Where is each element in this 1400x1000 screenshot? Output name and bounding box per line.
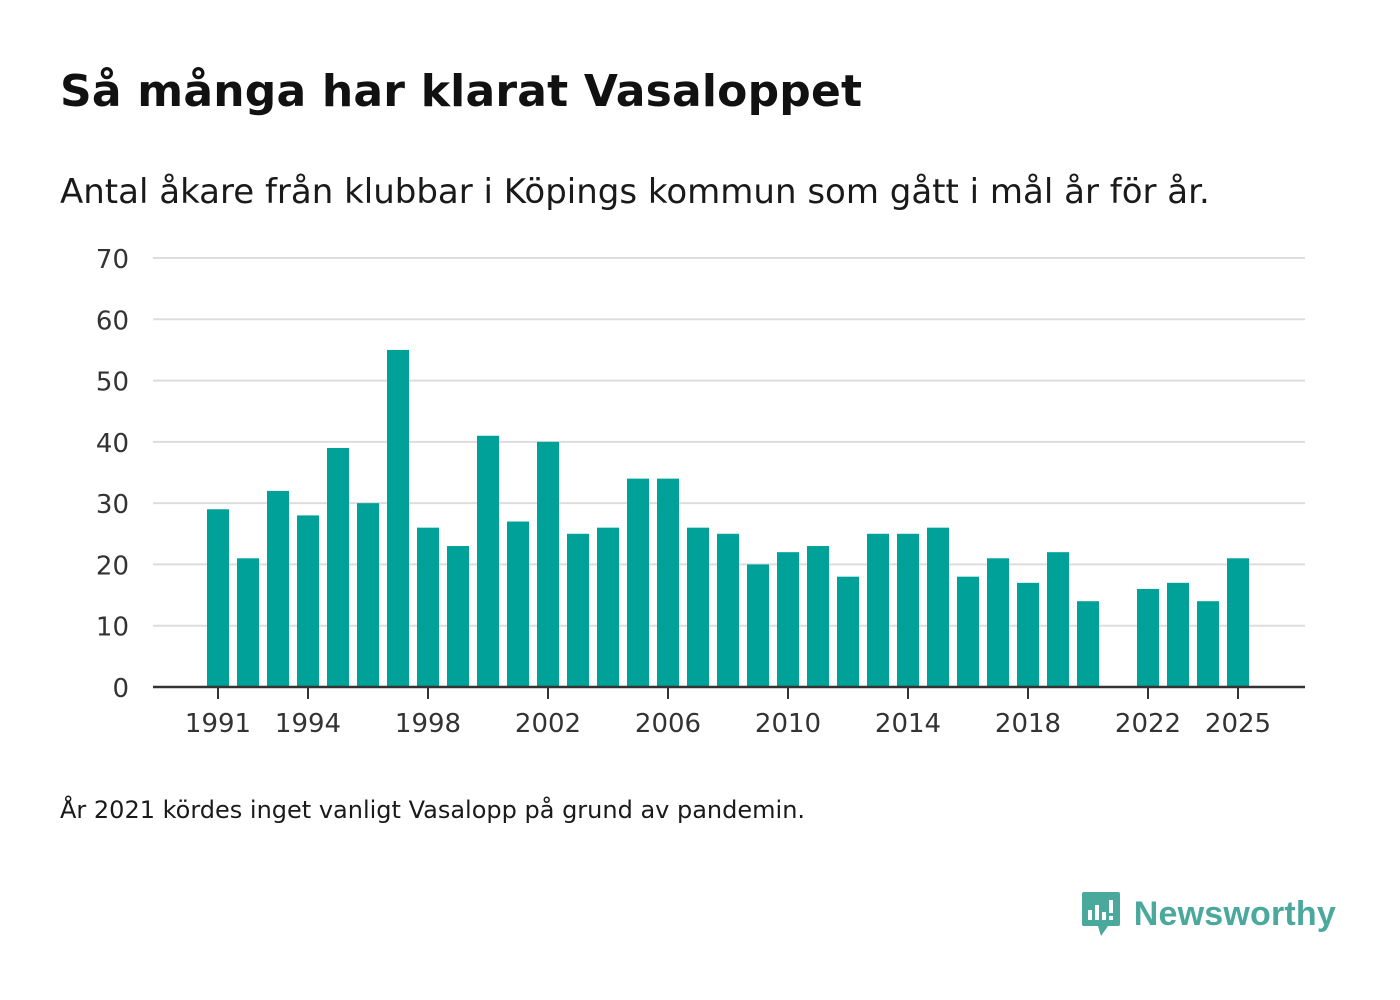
chart-subtitle: Antal åkare från klubbar i Köpings kommu… [60, 172, 1210, 212]
bar-2017 [987, 558, 1009, 687]
y-tick-label: 50 [96, 368, 129, 398]
y-tick-label: 40 [96, 429, 129, 459]
y-tick-label: 20 [96, 551, 129, 581]
bar-2016 [957, 576, 979, 687]
bar-2020 [1077, 601, 1099, 687]
bar-1999 [447, 546, 469, 687]
x-tick-label: 1991 [185, 709, 251, 739]
brand-name: Newsworthy [1133, 894, 1336, 933]
y-tick-label: 0 [112, 674, 129, 704]
bar-2000 [477, 435, 499, 687]
footnote: År 2021 kördes inget vanligt Vasalopp på… [60, 796, 806, 824]
bars [207, 349, 1249, 687]
newsworthy-logo-icon [1081, 892, 1120, 936]
bar-2012 [837, 576, 859, 687]
y-tick-label: 70 [96, 245, 129, 275]
x-tick-label: 1994 [275, 709, 341, 739]
bar-2014 [897, 533, 919, 687]
bar-1993 [267, 490, 289, 687]
x-tick-label: 2014 [875, 709, 941, 739]
x-tick-label: 1998 [395, 709, 461, 739]
bar-2010 [777, 552, 799, 687]
bar-2023 [1167, 582, 1189, 687]
x-tick-label: 2025 [1205, 709, 1271, 739]
y-tick-label: 30 [96, 490, 129, 520]
bar-1995 [327, 447, 349, 687]
bar-2001 [507, 521, 529, 687]
bar-2025 [1227, 558, 1249, 687]
bar-2022 [1137, 588, 1159, 687]
axes: 0 10 20 30 40 50 60 70 1991 1994 1998 2002 2006 2010 2… [96, 245, 1305, 739]
bar-2011 [807, 546, 829, 687]
bar-2024 [1197, 601, 1219, 687]
bar-1992 [237, 558, 259, 687]
brand-logo: Newsworthy [1080, 890, 1336, 938]
bar-2002 [537, 441, 559, 687]
bar-2009 [747, 564, 769, 687]
x-tick-label: 2006 [635, 709, 701, 739]
bar-2007 [687, 527, 709, 687]
x-tick-label: 2022 [1115, 709, 1181, 739]
bar-2013 [867, 533, 889, 687]
y-tick-label: 10 [96, 613, 129, 643]
x-tick-label: 2002 [515, 709, 581, 739]
bar-1994 [297, 515, 319, 687]
x-tick-label: 2018 [995, 709, 1061, 739]
bar-1996 [357, 503, 379, 687]
bar-2006 [657, 478, 679, 687]
bar-1998 [417, 527, 439, 687]
bar-chart: 0 10 20 30 40 50 60 70 1991 1994 1998 2002 2006 2010 2… [96, 245, 1305, 739]
bar-1997 [387, 349, 409, 687]
bar-2003 [567, 533, 589, 687]
bar-2019 [1047, 552, 1069, 687]
bar-2008 [717, 533, 739, 687]
bar-2005 [627, 478, 649, 687]
bar-1991 [207, 509, 229, 687]
bar-2018 [1017, 582, 1039, 687]
chart-title: Så många har klarat Vasaloppet [60, 66, 863, 117]
bar-2004 [597, 527, 619, 687]
y-tick-label: 60 [96, 306, 129, 336]
bar-2015 [927, 527, 949, 687]
x-tick-label: 2010 [755, 709, 821, 739]
